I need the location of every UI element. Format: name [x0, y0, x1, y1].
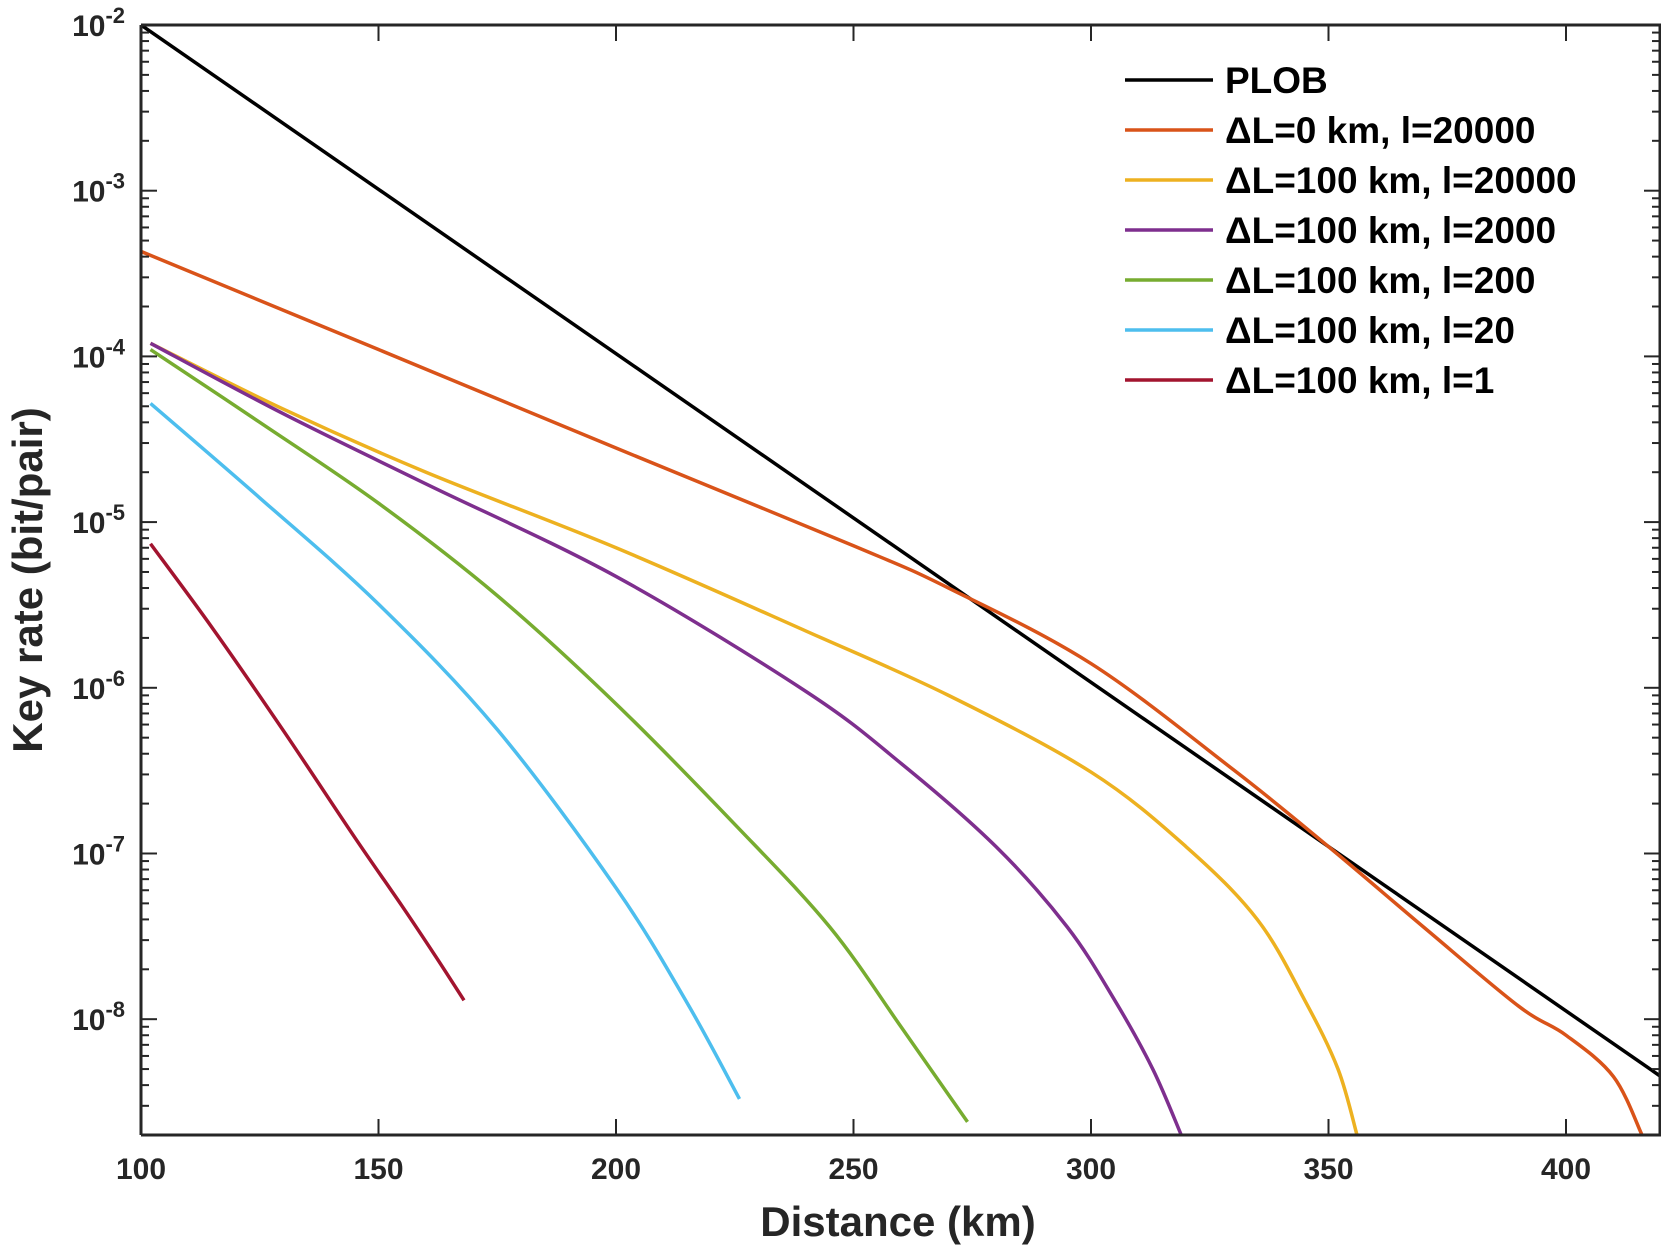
series-line-6 [149, 542, 466, 1002]
legend-label-3: ΔL=100 km, l=2000 [1225, 210, 1556, 251]
x-tick-label-1: 150 [353, 1153, 403, 1186]
series-line-4 [149, 348, 969, 1123]
x-tick-labels-group: 100 150 200 250 300 350 400 [116, 1153, 1591, 1186]
legend-label-1: ΔL=0 km, l=20000 [1225, 110, 1535, 151]
x-axis-label: Distance (km) [760, 1198, 1035, 1245]
series-line-2 [149, 341, 1359, 1135]
y-tick-label-6: 10-8 [72, 997, 125, 1037]
x-tick-label-2: 200 [591, 1153, 641, 1186]
y-tick-label-3: 10-5 [72, 500, 125, 540]
x-tick-label-0: 100 [116, 1153, 166, 1186]
axes-frame-group [139, 23, 1661, 1137]
series-line-1 [141, 249, 1644, 1135]
tick-marks-group [140, 24, 1660, 1136]
legend-label-4: ΔL=100 km, l=200 [1225, 260, 1535, 301]
legend-label-0: PLOB [1225, 60, 1328, 101]
legend-label-6: ΔL=100 km, l=1 [1225, 360, 1494, 401]
series-line-0 [141, 25, 1661, 1079]
y-tick-label-4: 10-6 [72, 666, 125, 706]
legend: PLOB ΔL=0 km, l=20000 ΔL=100 km, l=20000 ΔL… [1125, 60, 1577, 401]
y-tick-label-0: 10-2 [72, 3, 125, 43]
series-lines-group [141, 25, 1661, 1135]
y-axis-label: Key rate (bit/pair) [4, 407, 51, 752]
y-tick-labels-group: 10-2 10-3 10-4 10-5 10-6 10-7 10-8 [72, 3, 126, 1037]
legend-label-5: ΔL=100 km, l=20 [1225, 310, 1515, 351]
legend-label-2: ΔL=100 km, l=20000 [1225, 160, 1577, 201]
x-tick-label-3: 250 [828, 1153, 878, 1186]
series-line-3 [149, 341, 1183, 1135]
y-tick-label-5: 10-7 [72, 831, 125, 871]
y-tick-label-1: 10-3 [72, 169, 125, 209]
x-tick-label-4: 300 [1066, 1153, 1116, 1186]
x-tick-label-6: 400 [1541, 1153, 1591, 1186]
x-tick-label-5: 350 [1303, 1153, 1353, 1186]
y-tick-label-2: 10-4 [72, 334, 126, 374]
series-line-5 [149, 402, 742, 1100]
